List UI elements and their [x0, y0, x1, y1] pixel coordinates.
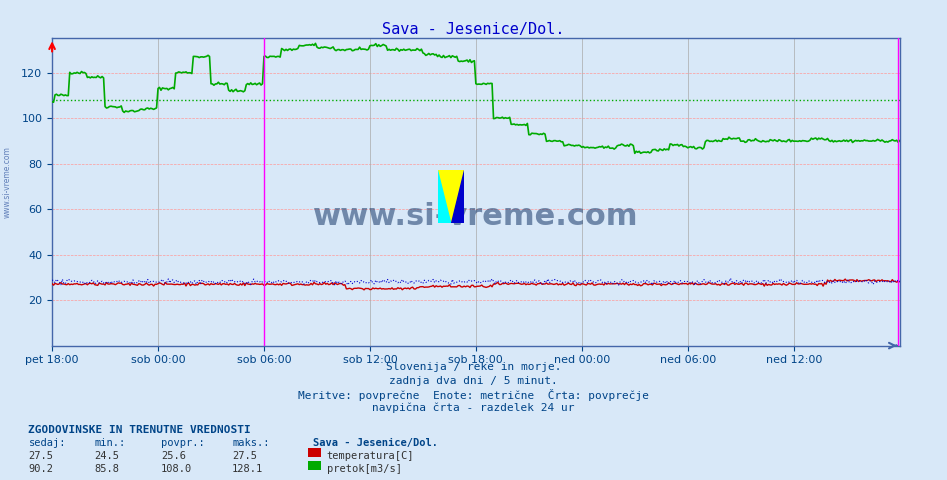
Text: www.si-vreme.com: www.si-vreme.com — [3, 146, 12, 218]
Text: maks.:: maks.: — [232, 438, 270, 448]
Text: www.si-vreme.com: www.si-vreme.com — [313, 202, 638, 231]
Text: 85.8: 85.8 — [95, 464, 119, 474]
Text: navpična črta - razdelek 24 ur: navpična črta - razdelek 24 ur — [372, 403, 575, 413]
Text: Slovenija / reke in morje.: Slovenija / reke in morje. — [385, 362, 562, 372]
Text: ZGODOVINSKE IN TRENUTNE VREDNOSTI: ZGODOVINSKE IN TRENUTNE VREDNOSTI — [28, 425, 251, 435]
Text: min.:: min.: — [95, 438, 126, 448]
Polygon shape — [451, 170, 464, 223]
Bar — [308, 448, 321, 457]
Text: temperatura[C]: temperatura[C] — [327, 451, 414, 461]
Text: 25.6: 25.6 — [161, 451, 186, 461]
Text: Sava - Jesenice/Dol.: Sava - Jesenice/Dol. — [383, 22, 564, 36]
Polygon shape — [438, 170, 451, 223]
Text: 128.1: 128.1 — [232, 464, 263, 474]
Text: 27.5: 27.5 — [28, 451, 53, 461]
Text: povpr.:: povpr.: — [161, 438, 205, 448]
Text: pretok[m3/s]: pretok[m3/s] — [327, 464, 402, 474]
Text: 24.5: 24.5 — [95, 451, 119, 461]
Text: sedaj:: sedaj: — [28, 438, 66, 448]
Bar — [308, 461, 321, 470]
Text: 27.5: 27.5 — [232, 451, 257, 461]
Text: 108.0: 108.0 — [161, 464, 192, 474]
Text: 90.2: 90.2 — [28, 464, 53, 474]
Text: Meritve: povprečne  Enote: metrične  Črta: povprečje: Meritve: povprečne Enote: metrične Črta:… — [298, 389, 649, 401]
Text: Sava - Jesenice/Dol.: Sava - Jesenice/Dol. — [313, 438, 438, 448]
Text: zadnja dva dni / 5 minut.: zadnja dva dni / 5 minut. — [389, 376, 558, 386]
